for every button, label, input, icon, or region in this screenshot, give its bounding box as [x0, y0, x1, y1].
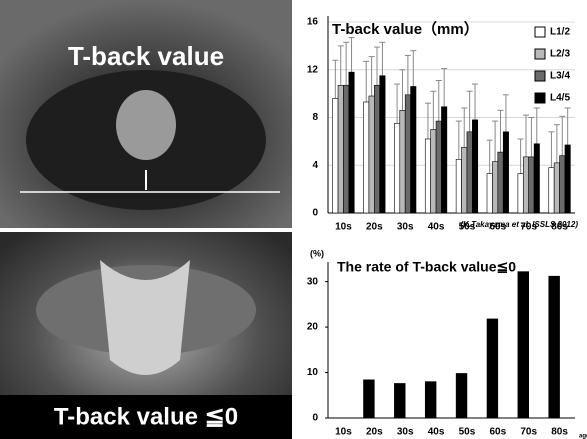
bar [486, 318, 499, 419]
y-tick-label: 12 [307, 64, 319, 75]
legend-label: L1/2 [550, 27, 570, 38]
y-tick-label: 0 [312, 413, 318, 424]
bar [466, 131, 473, 214]
bar [374, 84, 381, 214]
bar [337, 84, 344, 214]
y-tick-label: 8 [312, 112, 318, 123]
bar [553, 162, 560, 214]
y-tick-label: 4 [312, 160, 318, 171]
bar [363, 379, 375, 419]
y-tick-label: 0 [312, 208, 318, 219]
x-tick-label: 70s [520, 427, 537, 438]
bar [430, 129, 437, 214]
legend-label: L3/4 [550, 71, 570, 82]
x-tick-label: 80s [551, 222, 568, 233]
x-tick-label: 70s [520, 222, 537, 233]
bar [517, 173, 524, 214]
bar [528, 156, 535, 214]
bar [533, 143, 540, 214]
bar [379, 75, 386, 214]
x-axis-label: age [579, 434, 587, 439]
x-tick-label: 40s [428, 222, 445, 233]
bar [461, 147, 468, 214]
legend-swatch [534, 26, 546, 38]
y-tick-label: 16 [307, 17, 319, 28]
bar [559, 155, 566, 214]
x-tick-label: 50s [459, 222, 476, 233]
x-tick-label: 10s [335, 427, 352, 438]
bar [343, 84, 350, 214]
chart-title: T-back value（mm） [332, 20, 479, 38]
x-tick-label: 60s [489, 427, 506, 438]
bar [424, 381, 437, 419]
x-tick-label: 10s [335, 222, 352, 233]
bar [424, 138, 431, 214]
y-axis-label: (%) [310, 248, 324, 258]
x-tick-label: 30s [397, 222, 414, 233]
bar [497, 151, 504, 214]
bar [368, 95, 375, 214]
bar [502, 131, 509, 214]
image-label: T-back value ≦0 [54, 403, 238, 430]
bar [435, 120, 442, 214]
legend-swatch [534, 70, 546, 82]
bar [441, 106, 448, 214]
bar [472, 119, 479, 214]
bar [548, 275, 560, 419]
bar [455, 373, 468, 419]
bar [548, 167, 555, 214]
x-tick-label: 80s [551, 427, 568, 438]
x-tick-label: 60s [489, 222, 506, 233]
x-tick-label: 20s [366, 222, 383, 233]
mri-top: T-back value [0, 0, 292, 228]
bar [522, 156, 529, 214]
bar [486, 173, 493, 214]
bar [455, 158, 462, 214]
bar [394, 123, 401, 214]
bar [564, 144, 571, 214]
legend-label: L2/3 [550, 49, 570, 60]
legend-swatch [534, 48, 546, 60]
bar [517, 271, 529, 419]
y-tick-label: 20 [307, 322, 319, 333]
annotation: (K.Takayama et al. ISSLS 2012) [460, 220, 578, 229]
y-tick-label: 30 [307, 276, 319, 287]
bar [363, 101, 370, 214]
bar [399, 110, 406, 214]
x-tick-label: 40s [428, 427, 445, 438]
bar [394, 383, 406, 419]
x-tick-label: 30s [397, 427, 414, 438]
bar [410, 86, 417, 214]
image-label: T-back value [68, 41, 224, 71]
bar [492, 161, 499, 214]
bar [332, 98, 339, 214]
legend-label: L4/5 [550, 93, 570, 104]
chart-title: The rate of T-back value≦0 [337, 259, 516, 275]
y-tick-label: 10 [307, 367, 319, 378]
x-tick-label: 20s [366, 427, 383, 438]
mri-bottom: T-back value ≦0 [0, 232, 292, 439]
bar [404, 94, 411, 214]
x-tick-label: 50s [459, 427, 476, 438]
bar [348, 71, 355, 214]
legend-swatch [534, 92, 546, 104]
